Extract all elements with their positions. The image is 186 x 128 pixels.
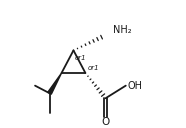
Text: NH₂: NH₂ bbox=[113, 25, 132, 35]
Text: or1: or1 bbox=[75, 55, 86, 61]
Text: O: O bbox=[102, 117, 110, 127]
Text: OH: OH bbox=[127, 81, 142, 91]
Text: or1: or1 bbox=[88, 65, 100, 71]
Polygon shape bbox=[48, 73, 62, 94]
